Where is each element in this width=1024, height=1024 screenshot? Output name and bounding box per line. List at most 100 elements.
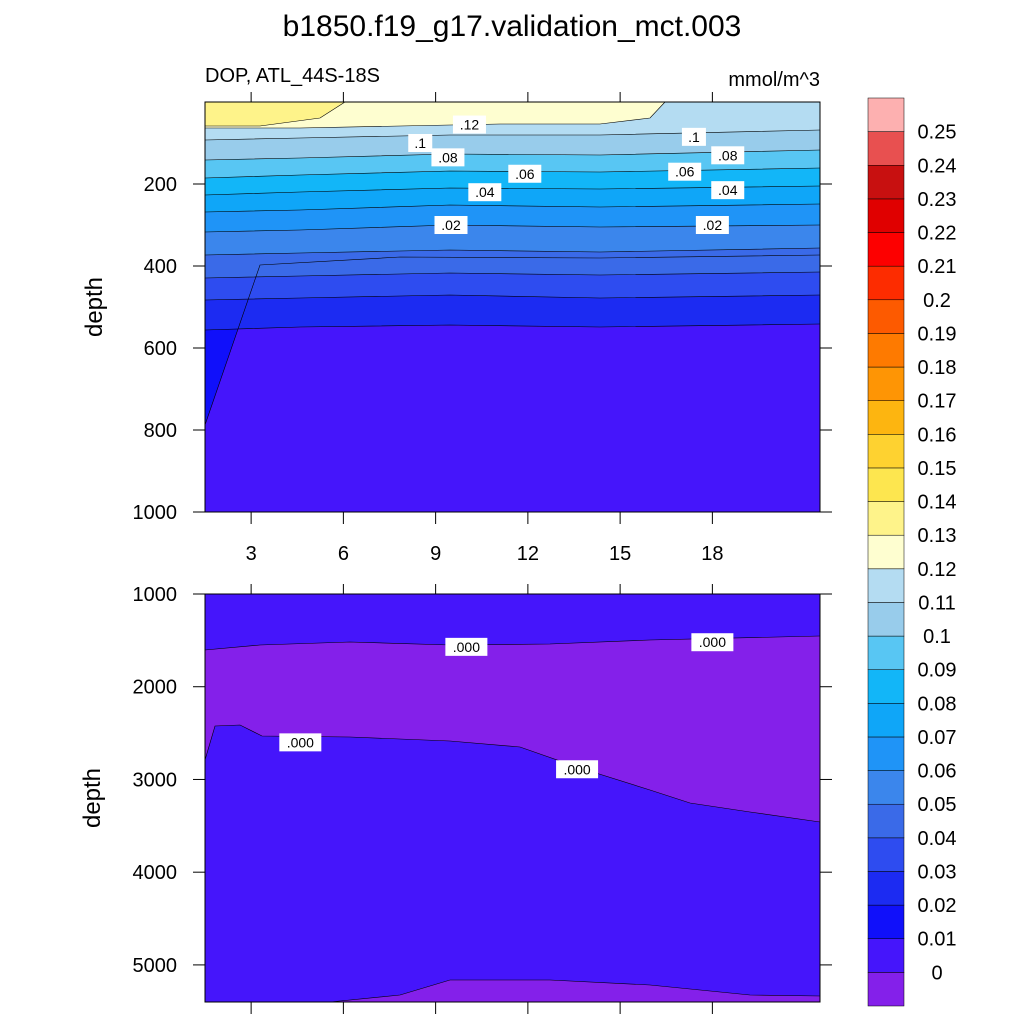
x-tick-label: 15: [609, 543, 631, 565]
contour-label: .06: [675, 164, 695, 180]
contour-label-box: [695, 216, 729, 234]
colorbar-swatch: [867, 501, 905, 536]
y-tick-label: 200: [144, 174, 177, 196]
colorbar-swatch: [867, 770, 905, 805]
contour-label-box: [691, 633, 734, 652]
upper-contour-line: [204, 247, 821, 256]
upper-contour-line: [204, 254, 821, 426]
colorbar-label: 0.08: [918, 693, 957, 715]
contour-label-box: [279, 733, 322, 752]
lower-panel: .000 .000 .000 .000 1000 2000 3000 4000 5000 de…: [79, 584, 832, 1014]
colorbar-swatch: [867, 534, 905, 570]
y-tick-label: 600: [144, 338, 177, 360]
colorbar-swatch: [867, 736, 905, 771]
contour-label-box: [711, 181, 745, 200]
colorbar-swatch: [867, 333, 905, 368]
colorbar-label: 0.1: [923, 626, 951, 648]
upper-plot-frame: [204, 101, 821, 513]
contour-label: .000: [453, 639, 480, 655]
upper-contour-line: [204, 129, 821, 141]
contour-label: .12: [460, 117, 480, 133]
colorbar-swatch: [867, 703, 905, 738]
colorbar-label: 0.04: [918, 828, 957, 850]
upper-axes: 3 6 9 12 15 18 200 400 600 800 1000: [133, 92, 832, 565]
colorbar-label: 0.15: [918, 458, 957, 480]
colorbar-label: 0.02: [918, 895, 957, 917]
colorbar-swatch: [867, 299, 905, 334]
contour-label-box: [445, 637, 488, 656]
y-tick-label: 400: [144, 256, 177, 278]
contour-label: .02: [703, 217, 723, 233]
contour-label-box: [681, 127, 706, 146]
contour-label-box: [468, 183, 502, 202]
upper-panel: .12 .1 .08 .06 .04 .02 .1 .08 .06 .04 .02 3 6 9 12 15 1…: [81, 92, 832, 565]
contour-label: .000: [287, 734, 314, 750]
colorbar-label: 0: [931, 962, 942, 984]
colorbar-label: 0.16: [918, 424, 957, 446]
lower-ylabel: depth: [79, 768, 106, 828]
contour-label: .000: [563, 761, 590, 777]
colorbar-swatch: [867, 568, 905, 603]
y-tick-label: 2000: [133, 677, 178, 699]
colorbar-swatch: [867, 97, 905, 132]
colorbar-swatch: [867, 265, 905, 301]
colorbar-label: 0.12: [918, 559, 957, 581]
colorbar-swatch: [867, 232, 905, 267]
colorbar-swatch: [867, 434, 905, 469]
colorbar-swatch: [867, 131, 905, 166]
x-tick-label: 9: [430, 543, 441, 565]
colorbar-label: 0.21: [918, 256, 957, 278]
colorbar-swatch: [867, 467, 905, 502]
colorbar-swatch: [867, 972, 905, 1007]
lower-contour-line: [204, 724, 821, 823]
colorbar-label: 0.06: [918, 761, 957, 783]
contour-label-box: [668, 162, 702, 181]
upper-contour-line: [204, 203, 821, 213]
y-tick-label: 3000: [133, 769, 178, 791]
upper-contour-band: [205, 102, 345, 126]
upper-contour-line: [205, 101, 666, 129]
contour-label-box: [408, 134, 433, 152]
upper-contour-labels: .12 .1 .08 .06 .04 .02 .1 .08 .06 .04 .02: [408, 115, 745, 234]
y-tick-label: 1000: [133, 502, 178, 524]
x-tick-label: 18: [701, 543, 723, 565]
colorbar-label: 0.11: [918, 592, 955, 614]
x-tick-label: 3: [246, 543, 257, 565]
colorbar-swatch: [867, 837, 905, 872]
lower-plot-frame: [204, 593, 821, 1003]
upper-contour-line: [204, 271, 821, 279]
upper-contour-line: [205, 101, 346, 127]
contour-label: .1: [414, 135, 426, 151]
colorbar-swatch: [867, 602, 905, 637]
chart-title: b1850.f19_g17.validation_mct.003: [283, 10, 742, 43]
colorbar-swatch: [867, 871, 905, 906]
x-tick-label: 12: [517, 543, 539, 565]
contour-label: .04: [475, 184, 495, 200]
colorbar-label: 0.19: [918, 323, 957, 345]
y-tick-label: 800: [144, 420, 177, 442]
contour-label: .1: [688, 129, 700, 145]
contour-label-box: [556, 760, 599, 779]
upper-contour-line: [204, 323, 821, 331]
contour-label-box: [508, 164, 542, 183]
lower-contour-bands: [205, 636, 820, 1002]
contour-label-box: [452, 115, 486, 134]
colorbar-label: 0.07: [918, 727, 957, 749]
colorbar-swatch: [867, 669, 905, 704]
colorbar-swatch: [867, 198, 905, 233]
colorbar-label: 0.18: [918, 357, 957, 379]
contour-label: .08: [438, 149, 458, 165]
contour-label: .02: [441, 217, 461, 233]
contour-label: .06: [515, 166, 535, 182]
colorbar: 0 0.01 0.02 0.03 0.04 0.05 0.06 0.07 0.08 0.09 0.1…: [867, 97, 957, 1007]
colorbar-swatch: [867, 400, 905, 435]
colorbar-label: 0.25: [918, 122, 957, 144]
upper-contour-line: [204, 294, 821, 301]
chart-subtitle-right: mmol/m^3: [728, 69, 820, 91]
colorbar-swatch: [867, 165, 905, 200]
lower-axes: 1000 2000 3000 4000 5000: [133, 584, 832, 1014]
contour-label: .08: [718, 147, 738, 163]
chart-subtitle-left: DOP, ATL_44S-18S: [205, 65, 380, 87]
upper-ylabel: depth: [81, 277, 108, 337]
colorbar-label: 0.09: [918, 660, 957, 682]
